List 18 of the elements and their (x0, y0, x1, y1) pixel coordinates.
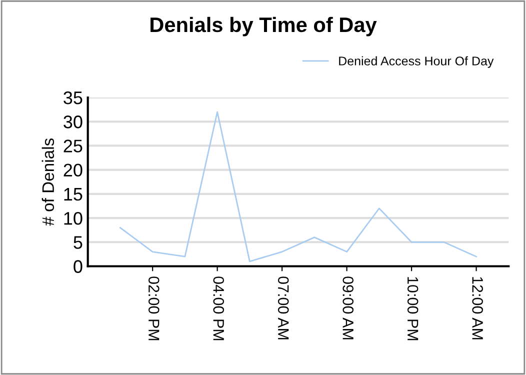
y-tick-label: 0 (74, 260, 82, 273)
y-tick-label: 30 (64, 116, 82, 128)
x-tick-label: 12:00 AM (472, 277, 483, 340)
y-axis-title: # of Denials (42, 138, 54, 226)
chart-title: Denials by Time of Day (150, 16, 377, 36)
y-tick-label: 20 (64, 164, 82, 177)
x-tick-label: 10:00 PM (407, 277, 418, 340)
y-tick-label: 25 (64, 140, 82, 152)
x-tick-label: 07:00 AM (278, 276, 289, 340)
y-tick-label: 10 (64, 212, 82, 225)
legend-label: Denied Access Hour Of Day (339, 56, 494, 68)
y-tick-label: 5 (74, 236, 82, 249)
x-tick-label: 02:00 PM (148, 276, 160, 340)
x-tick-label: 09:00 AM (342, 276, 354, 340)
y-tick-label: 35 (64, 91, 82, 104)
y-tick-label: 15 (64, 188, 82, 201)
x-tick-label: 04:00 PM (213, 276, 224, 340)
line-series (120, 111, 477, 262)
